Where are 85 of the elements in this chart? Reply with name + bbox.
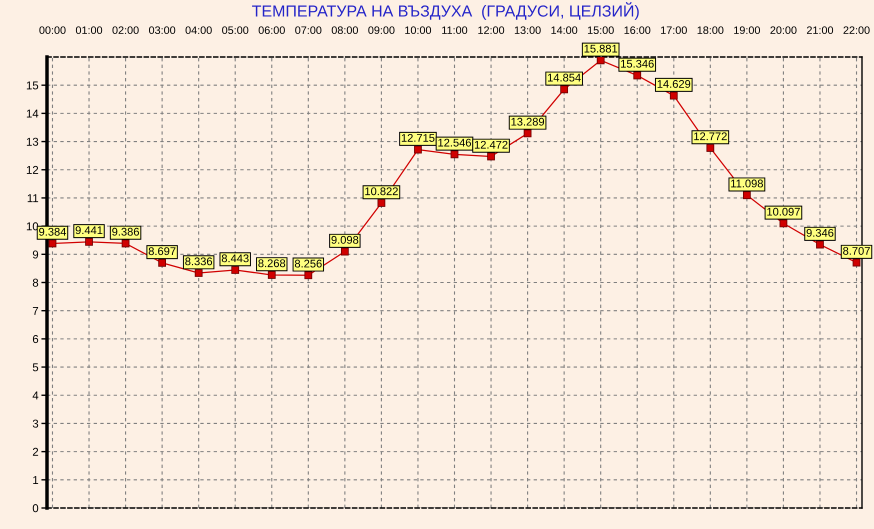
x-tick-label: 12:00 bbox=[478, 26, 504, 34]
y-tick-label: 8 bbox=[32, 278, 38, 287]
x-tick-label: 14:00 bbox=[551, 26, 578, 34]
point bbox=[742, 191, 751, 200]
point bbox=[852, 258, 860, 266]
point bbox=[524, 130, 532, 138]
point bbox=[633, 72, 642, 80]
y-tick-label: 9 bbox=[32, 250, 38, 259]
x-tick-label: 22:00 bbox=[844, 26, 870, 34]
y-tick-label: 4 bbox=[32, 392, 38, 400]
x-tick-label: 08:00 bbox=[332, 26, 358, 34]
data-label: 8.256 bbox=[294, 260, 322, 268]
point bbox=[450, 150, 458, 158]
data-label: 12.546 bbox=[438, 138, 472, 147]
x-tick-label: 00:00 bbox=[39, 26, 66, 34]
data-label: 8.268 bbox=[258, 259, 286, 268]
x-tick-label: 17:00 bbox=[661, 26, 687, 34]
x-tick-label: 01:00 bbox=[76, 26, 102, 34]
data-label: 13.289 bbox=[511, 118, 544, 126]
data-label: 9.386 bbox=[112, 228, 139, 236]
y-tick-label: 3 bbox=[32, 420, 38, 428]
point bbox=[414, 146, 422, 154]
y-tick-label: 6 bbox=[32, 335, 38, 344]
x-tick-label: 13:00 bbox=[514, 26, 541, 34]
y-tick-label: 0 bbox=[32, 504, 38, 512]
point bbox=[48, 240, 56, 248]
point bbox=[158, 258, 166, 267]
x-tick-label: 09:00 bbox=[368, 26, 395, 34]
y-tick-label: 2 bbox=[32, 448, 38, 456]
x-tick-label: 04:00 bbox=[186, 26, 212, 34]
y-tick-label: 12 bbox=[26, 166, 38, 174]
data-label: 15.346 bbox=[621, 60, 654, 68]
data-label: 14.854 bbox=[548, 74, 581, 82]
x-tick-label: 18:00 bbox=[698, 26, 724, 34]
point bbox=[816, 240, 824, 248]
data-label: 11.098 bbox=[731, 180, 763, 188]
point bbox=[670, 92, 678, 100]
data-label: 8.697 bbox=[148, 247, 176, 256]
data-label: 15.881 bbox=[584, 44, 618, 53]
y-tick-label: 7 bbox=[32, 306, 38, 315]
x-tick-label: 21:00 bbox=[806, 26, 834, 34]
point bbox=[378, 199, 386, 207]
x-tick-label: 05:00 bbox=[222, 26, 248, 34]
data-label: 12.772 bbox=[694, 132, 727, 140]
point bbox=[780, 220, 788, 228]
data-label: 9.441 bbox=[76, 226, 102, 234]
point bbox=[231, 266, 240, 274]
point bbox=[85, 238, 93, 246]
x-tick-label: 10:00 bbox=[405, 26, 432, 34]
x-tick-label: 02:00 bbox=[112, 26, 139, 34]
point bbox=[122, 240, 130, 248]
y-tick-label: 5 bbox=[32, 363, 38, 372]
x-tick-label: 15:00 bbox=[588, 26, 614, 34]
data-label: 8.336 bbox=[185, 257, 212, 266]
x-tick-label: 19:00 bbox=[734, 26, 760, 34]
x-tick-label: 20:00 bbox=[770, 26, 797, 34]
y-tick-label: 11 bbox=[28, 194, 38, 202]
data-label: 9.098 bbox=[331, 236, 358, 244]
data-label: 8.443 bbox=[222, 254, 249, 262]
data-label: 8.707 bbox=[843, 246, 870, 255]
point bbox=[596, 57, 605, 64]
point bbox=[194, 269, 203, 277]
data-label: 12.715 bbox=[402, 134, 434, 142]
point bbox=[706, 144, 714, 152]
point bbox=[487, 152, 495, 160]
point bbox=[304, 271, 312, 280]
y-tick-label: 15 bbox=[26, 81, 38, 90]
data-label: 14.629 bbox=[658, 80, 690, 88]
x-tick-label: 16:00 bbox=[624, 26, 650, 34]
data-label: 10.097 bbox=[767, 208, 800, 216]
point bbox=[340, 248, 349, 256]
x-tick-label: 06:00 bbox=[258, 26, 285, 34]
y-tick-label: 13 bbox=[26, 138, 38, 146]
chart-title: ТЕМПЕРАТУРА НА ВЪЗДУХА (ГРАДУСИ, ЦЕЛЗИЙ) bbox=[252, 2, 639, 20]
point bbox=[268, 271, 276, 279]
y-tick-label: 14 bbox=[26, 110, 38, 118]
data-label: 10.822 bbox=[365, 187, 398, 196]
point bbox=[560, 85, 568, 94]
data-label: 9.384 bbox=[39, 228, 66, 236]
data-label: 12.472 bbox=[474, 140, 508, 149]
y-tick-label: 1 bbox=[33, 476, 38, 484]
x-tick-label: 03:00 bbox=[148, 26, 176, 34]
x-tick-label: 11:00 bbox=[442, 26, 468, 34]
x-tick-label: 07:00 bbox=[295, 26, 322, 34]
data-label: 9.346 bbox=[806, 228, 834, 237]
